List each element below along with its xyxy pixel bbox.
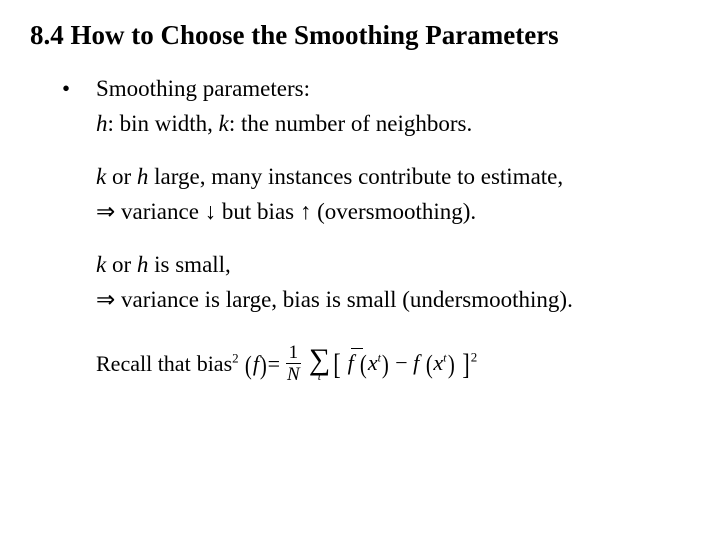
text: or <box>106 164 137 189</box>
large-case-line2: ⇒ variance ↓ but bias ↑ (oversmoothing). <box>30 196 690 227</box>
text: : the number of neighbors. <box>229 111 472 136</box>
slide: 8.4 How to Choose the Smoothing Paramete… <box>0 0 720 540</box>
bullet-item: • Smoothing parameters: <box>30 73 690 104</box>
text: (oversmoothing). <box>311 199 476 224</box>
recall-formula: Recall that bias2 (f) = 1 N ∑ t [ f (xt)… <box>30 343 690 384</box>
bullet-text: Smoothing parameters: <box>96 73 310 104</box>
numerator: 1 <box>286 343 302 364</box>
var-f: f <box>413 350 419 375</box>
down-arrow-icon: ↓ <box>205 199 217 224</box>
text: large, many instances contribute to esti… <box>148 164 563 189</box>
var-h: h <box>96 111 108 136</box>
denominator: N <box>284 364 303 384</box>
var-k: k <box>219 111 229 136</box>
fraction-1-over-N: 1 N <box>284 343 303 384</box>
var-x: x <box>368 350 378 375</box>
var-f: f <box>253 351 259 376</box>
implies-icon: ⇒ <box>96 199 115 224</box>
recall-label: Recall that <box>96 349 191 379</box>
var-h: h <box>137 164 149 189</box>
small-case-line2: ⇒ variance is large, bias is small (unde… <box>30 284 690 315</box>
var-x: x <box>433 350 443 375</box>
sup-t: t <box>378 350 381 364</box>
text: : bin width, <box>108 111 219 136</box>
text: is small, <box>148 252 230 277</box>
definitions-line: h: bin width, k: the number of neighbors… <box>30 108 690 139</box>
section-title: 8.4 How to Choose the Smoothing Paramete… <box>30 20 690 51</box>
squared: 2 <box>471 349 478 364</box>
bracket-term: [ f (xt) − f (xt) ]2 <box>332 348 477 380</box>
bias-term: bias2 (f) <box>197 349 268 379</box>
text: but bias <box>216 199 300 224</box>
f-bar: f <box>348 348 354 378</box>
up-arrow-icon: ↑ <box>300 199 312 224</box>
var-h: h <box>137 252 149 277</box>
var-k: k <box>96 252 106 277</box>
small-case-line1: k or h is small, <box>30 249 690 280</box>
slide-body: • Smoothing parameters: h: bin width, k:… <box>30 73 690 384</box>
sum-over-t: ∑ t <box>309 346 330 382</box>
text: variance <box>115 199 204 224</box>
text: or <box>106 252 137 277</box>
text: variance is large, bias is small (unders… <box>115 287 573 312</box>
sup-t: t <box>443 350 446 364</box>
large-case-line1: k or h large, many instances contribute … <box>30 161 690 192</box>
equals: = <box>268 349 280 379</box>
implies-icon: ⇒ <box>96 287 115 312</box>
bullet-marker: • <box>62 73 96 104</box>
var-k: k <box>96 164 106 189</box>
bias-word: bias <box>197 351 232 376</box>
squared: 2 <box>232 350 239 365</box>
